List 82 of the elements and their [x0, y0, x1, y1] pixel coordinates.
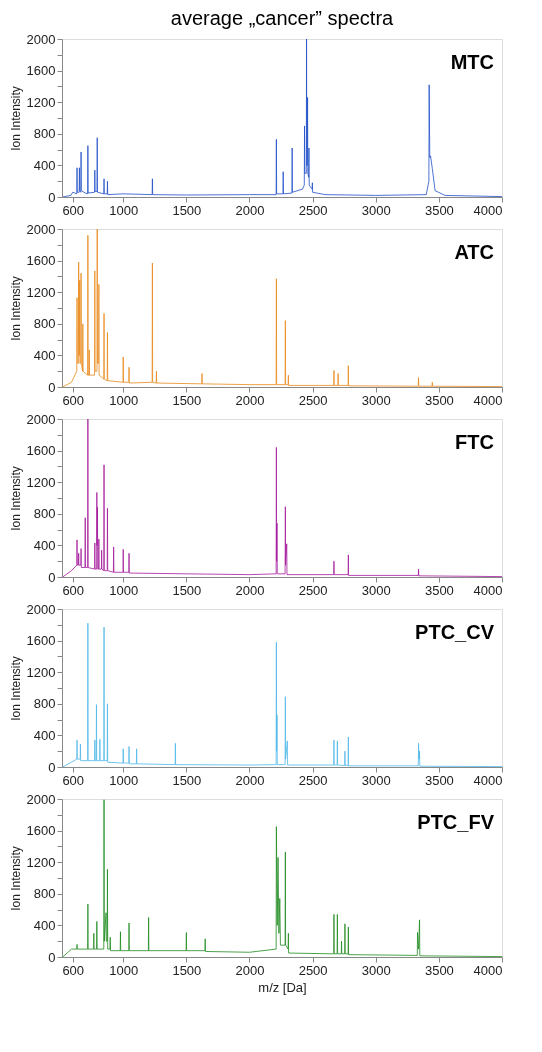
y-tick-label: 1200: [26, 664, 56, 680]
x-tick-label: 1000: [109, 392, 139, 408]
y-tick-label: 1600: [26, 63, 56, 79]
y-tick-label: 0: [48, 379, 56, 395]
y-tick-label: 0: [48, 569, 56, 585]
x-tick-label: 2500: [298, 962, 328, 978]
y-tick-label: 800: [33, 126, 56, 142]
y-axis-title: Ion Intensity: [8, 656, 23, 721]
y-tick-label: 400: [33, 917, 56, 933]
y-tick-label: 1600: [26, 443, 56, 459]
x-tick-label: 4000: [473, 392, 503, 408]
x-axis-title: m/z [Da]: [258, 979, 307, 995]
y-tick-label: 2000: [26, 791, 56, 807]
x-tick-label: 1000: [109, 962, 139, 978]
y-tick-label: 1200: [26, 94, 56, 110]
text: ATC: [454, 241, 494, 263]
x-tick-label: 3000: [361, 772, 391, 788]
x-tick-label: 2000: [235, 202, 265, 218]
y-tick-label: 800: [33, 696, 56, 712]
y-tick-label: 400: [33, 727, 56, 743]
x-tick-label: 1000: [109, 202, 139, 218]
series-label: MTC: [450, 51, 494, 73]
x-tick-label: 2000: [235, 772, 265, 788]
x-tick-label: 3000: [361, 582, 391, 598]
x-tick-label: 1000: [109, 772, 139, 788]
x-tick-label: 1500: [172, 962, 202, 978]
y-tick-label: 1600: [26, 633, 56, 649]
y-tick-label: 2000: [26, 411, 56, 427]
x-tick-label: 600: [62, 772, 85, 788]
x-tick-label: 600: [62, 962, 85, 978]
x-tick-label: 3500: [424, 392, 454, 408]
y-tick-label: 2000: [26, 31, 56, 47]
x-tick-label: 1500: [172, 392, 202, 408]
y-axis-title: Ion Intensity: [8, 276, 23, 341]
text: PTC_CV: [415, 621, 495, 643]
x-tick-label: 1500: [172, 202, 202, 218]
y-tick-label: 0: [48, 189, 56, 205]
x-tick-label: 3000: [361, 392, 391, 408]
chart-title: average „cancer” spectra: [170, 7, 395, 29]
x-tick-label: 3500: [424, 962, 454, 978]
x-tick-label: 600: [62, 582, 85, 598]
y-tick-label: 2000: [26, 221, 56, 237]
x-tick-label: 600: [62, 392, 85, 408]
y-axis-title: Ion Intensity: [8, 846, 23, 911]
x-tick-label: 3500: [424, 772, 454, 788]
text: FTC: [455, 431, 494, 453]
y-axis-title: Ion Intensity: [8, 466, 23, 531]
y-tick-label: 400: [33, 347, 56, 363]
x-tick-label: 3000: [361, 202, 391, 218]
y-tick-label: 1200: [26, 284, 56, 300]
text: PTC_FV: [417, 811, 495, 833]
x-tick-label: 3000: [361, 962, 391, 978]
y-tick-label: 800: [33, 506, 56, 522]
y-tick-label: 2000: [26, 601, 56, 617]
x-tick-label: 2000: [235, 582, 265, 598]
x-tick-label: 2500: [298, 392, 328, 408]
x-tick-label: 3500: [424, 202, 454, 218]
x-tick-label: 2000: [235, 962, 265, 978]
y-tick-label: 0: [48, 949, 56, 965]
y-tick-label: 1600: [26, 823, 56, 839]
x-tick-label: 4000: [473, 202, 503, 218]
y-tick-label: 800: [33, 886, 56, 902]
x-tick-label: 600: [62, 202, 85, 218]
x-tick-label: 1500: [172, 772, 202, 788]
x-tick-label: 3500: [424, 582, 454, 598]
x-tick-label: 2000: [235, 392, 265, 408]
y-axis-title: Ion Intensity: [8, 86, 23, 151]
y-tick-label: 800: [33, 316, 56, 332]
x-tick-label: 4000: [473, 582, 503, 598]
y-tick-label: 1600: [26, 253, 56, 269]
y-tick-label: 1200: [26, 474, 56, 490]
y-tick-label: 400: [33, 157, 56, 173]
x-tick-label: 2500: [298, 582, 328, 598]
x-tick-label: 4000: [473, 772, 503, 788]
y-tick-label: 1200: [26, 854, 56, 870]
x-tick-label: 1000: [109, 582, 139, 598]
y-tick-label: 400: [33, 537, 56, 553]
x-tick-label: 2500: [298, 202, 328, 218]
y-tick-label: 0: [48, 759, 56, 775]
x-tick-label: 2500: [298, 772, 328, 788]
x-tick-label: 4000: [473, 962, 503, 978]
x-tick-label: 1500: [172, 582, 202, 598]
